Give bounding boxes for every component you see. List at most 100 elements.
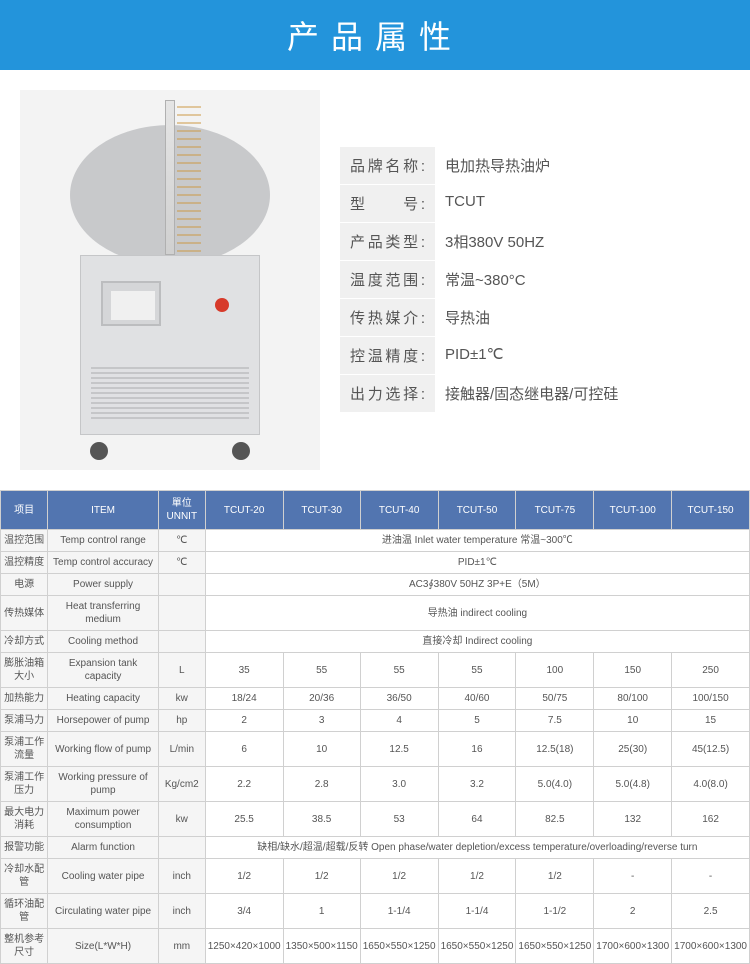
row-cell: 1650×550×1250	[438, 929, 516, 964]
row-unit: kw	[158, 688, 205, 710]
table-row: 整机参考尺寸Size(L*W*H)mm1250×420×10001350×500…	[1, 929, 750, 964]
attribute-row: 品牌名称:电加热导热油炉	[340, 147, 730, 184]
row-cell: 1250×420×1000	[205, 929, 283, 964]
attribute-value: PID±1℃	[435, 337, 730, 374]
row-cn: 泵浦工作流量	[1, 732, 48, 767]
row-cell: 1/2	[360, 859, 438, 894]
row-item: Temp control range	[48, 530, 159, 552]
row-cn: 泵浦工作压力	[1, 767, 48, 802]
row-cell: 3.2	[438, 767, 516, 802]
row-item: Heating capacity	[48, 688, 159, 710]
row-cell: 3/4	[205, 894, 283, 929]
emergency-stop-icon	[215, 298, 229, 312]
row-cell: -	[594, 859, 672, 894]
attribute-label: 产品类型:	[340, 223, 435, 260]
head-unit: 單位 UNNIT	[158, 491, 205, 530]
attribute-value: 导热油	[435, 299, 730, 336]
head-model: TCUT-40	[360, 491, 438, 530]
row-span-value: 进油温 Inlet water temperature 常温~300℃	[205, 530, 749, 552]
row-cell: 1-1/2	[516, 894, 594, 929]
row-cell: 50/75	[516, 688, 594, 710]
row-unit: ℃	[158, 552, 205, 574]
row-cell: 7.5	[516, 710, 594, 732]
wheel-icon	[90, 442, 108, 460]
head-unit-bot: UNNIT	[161, 510, 203, 523]
row-cell: 53	[360, 802, 438, 837]
spec-head-row: 项目 ITEM 單位 UNNIT TCUT-20TCUT-30TCUT-40TC…	[1, 491, 750, 530]
attribute-row: 出力选择:接触器/固态继电器/可控硅	[340, 375, 730, 412]
row-cell: 1700×600×1300	[594, 929, 672, 964]
attribute-value: 接触器/固态继电器/可控硅	[435, 375, 730, 412]
row-cn: 加热能力	[1, 688, 48, 710]
casters	[90, 442, 250, 462]
attribute-row: 温度范围:常温~380°C	[340, 261, 730, 298]
row-cell: 2.5	[672, 894, 750, 929]
level-gauge-marks	[177, 102, 201, 252]
row-cn: 温控精度	[1, 552, 48, 574]
attribute-row: 控温精度:PID±1℃	[340, 337, 730, 374]
row-cn: 电源	[1, 574, 48, 596]
attribute-list: 品牌名称:电加热导热油炉型 号:TCUT产品类型:3相380V 50HZ温度范围…	[340, 147, 730, 413]
level-gauge	[165, 100, 175, 255]
spec-table-body: 温控范围Temp control range℃进油温 Inlet water t…	[1, 530, 750, 964]
row-cell: 2	[594, 894, 672, 929]
row-cell: -	[672, 859, 750, 894]
row-item: Cooling water pipe	[48, 859, 159, 894]
row-item: Circulating water pipe	[48, 894, 159, 929]
row-cell: 2	[205, 710, 283, 732]
row-cell: 12.5(18)	[516, 732, 594, 767]
attribute-label: 品牌名称:	[340, 147, 435, 184]
attribute-row: 型 号:TCUT	[340, 185, 730, 222]
head-item: ITEM	[48, 491, 159, 530]
row-cell: 38.5	[283, 802, 360, 837]
row-cell: 55	[283, 653, 360, 688]
table-row: 报警功能Alarm function缺相/缺水/超温/超载/反转 Open ph…	[1, 837, 750, 859]
row-item: Heat transferring medium	[48, 596, 159, 631]
row-cn: 冷却方式	[1, 631, 48, 653]
row-unit: inch	[158, 859, 205, 894]
row-cell: 2.2	[205, 767, 283, 802]
row-cell: 1/2	[205, 859, 283, 894]
table-row: 泵浦工作流量Working flow of pumpL/min61012.516…	[1, 732, 750, 767]
head-model: TCUT-150	[672, 491, 750, 530]
attribute-row: 产品类型:3相380V 50HZ	[340, 223, 730, 260]
attribute-label: 温度范围:	[340, 261, 435, 298]
head-cn: 项目	[1, 491, 48, 530]
top-section: 品牌名称:电加热导热油炉型 号:TCUT产品类型:3相380V 50HZ温度范围…	[0, 70, 750, 480]
row-cn: 温控范围	[1, 530, 48, 552]
row-cell: 2.8	[283, 767, 360, 802]
table-row: 泵浦工作压力Working pressure of pumpKg/cm22.22…	[1, 767, 750, 802]
row-cell: 1650×550×1250	[360, 929, 438, 964]
row-cell: 162	[672, 802, 750, 837]
row-unit: hp	[158, 710, 205, 732]
attribute-label: 传热媒介:	[340, 299, 435, 336]
row-span-value: 直接冷却 Indirect cooling	[205, 631, 749, 653]
row-cell: 1/2	[438, 859, 516, 894]
head-model: TCUT-75	[516, 491, 594, 530]
head-model: TCUT-50	[438, 491, 516, 530]
row-span-value: AC3∮380V 50HZ 3P+E（5M）	[205, 574, 749, 596]
row-cell: 1350×500×1150	[283, 929, 360, 964]
row-cell: 150	[594, 653, 672, 688]
row-cell: 12.5	[360, 732, 438, 767]
row-cell: 132	[594, 802, 672, 837]
row-cell: 15	[672, 710, 750, 732]
product-image	[20, 90, 320, 470]
page-title: 产品属性	[287, 19, 463, 55]
row-cell: 16	[438, 732, 516, 767]
row-cell: 5	[438, 710, 516, 732]
row-cell: 100/150	[672, 688, 750, 710]
table-row: 温控精度Temp control accuracy℃PID±1℃	[1, 552, 750, 574]
row-cell: 4	[360, 710, 438, 732]
row-cell: 1/2	[283, 859, 360, 894]
row-cell: 1-1/4	[438, 894, 516, 929]
row-cell: 1700×600×1300	[672, 929, 750, 964]
row-unit: L	[158, 653, 205, 688]
row-cell: 82.5	[516, 802, 594, 837]
row-cell: 35	[205, 653, 283, 688]
table-row: 加热能力Heating capacitykw18/2420/3636/5040/…	[1, 688, 750, 710]
row-cell: 5.0(4.0)	[516, 767, 594, 802]
table-row: 膨胀油箱大小Expansion tank capacityL3555555510…	[1, 653, 750, 688]
row-cell: 6	[205, 732, 283, 767]
row-item: Maximum power consumption	[48, 802, 159, 837]
